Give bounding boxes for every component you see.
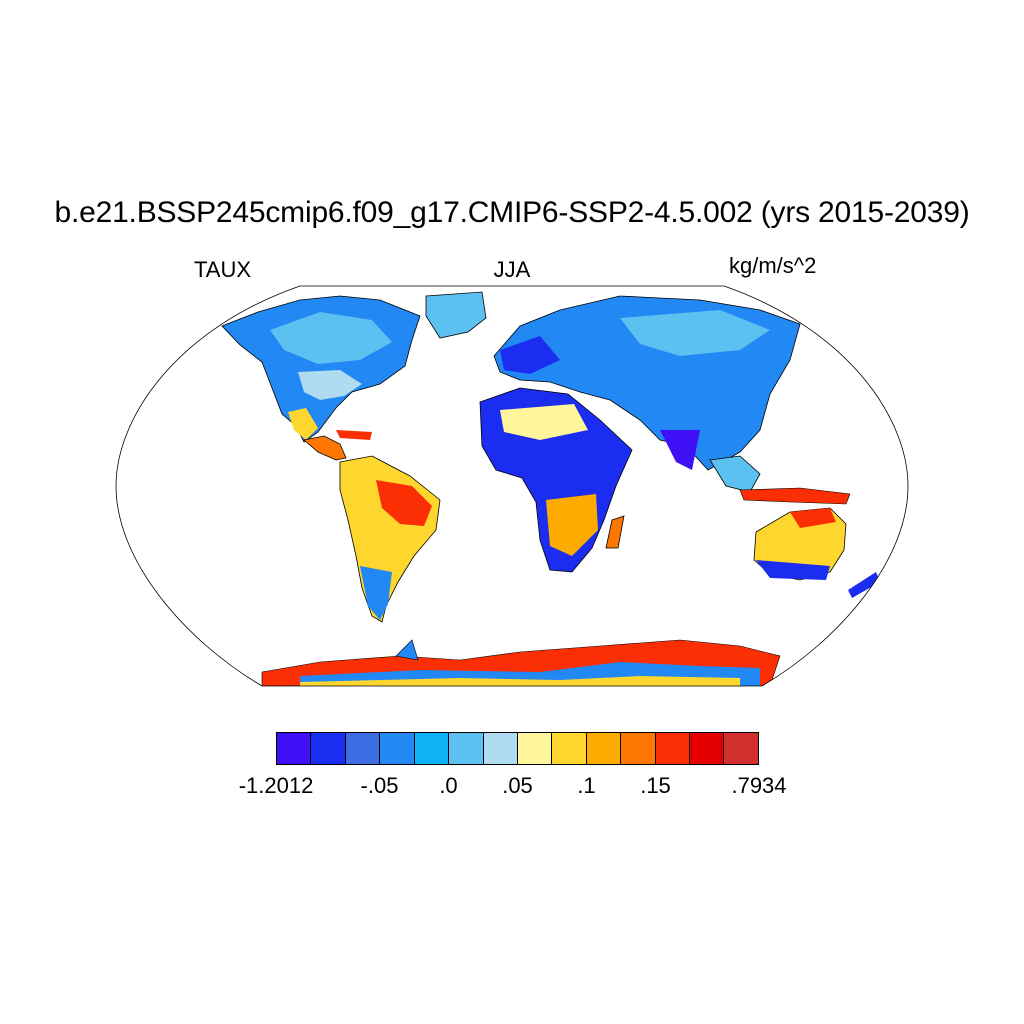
colorbar-swatch <box>552 733 587 764</box>
europe-deep <box>500 336 560 374</box>
madagascar-land <box>605 515 625 549</box>
australia-north-hot <box>790 508 836 528</box>
season-label: JJA <box>493 257 531 282</box>
usa-pale <box>298 370 362 400</box>
units-label: kg/m/s^2 <box>729 253 817 278</box>
colorbar-tick-label: .15 <box>640 773 671 798</box>
colorbar-tick-label: -1.2012 <box>238 773 314 798</box>
globe-outline <box>115 285 909 687</box>
plot-title: b.e21.BSSP245cmip6.f09_g17.CMIP6-SSP2-4.… <box>54 196 970 229</box>
colorbar-swatch <box>690 733 725 764</box>
variable-label: TAUX <box>194 257 252 282</box>
mexico-warm <box>288 408 318 440</box>
colorbar-swatch <box>586 733 622 764</box>
colorbar-swatch <box>517 733 553 764</box>
se-asia-land <box>709 455 761 493</box>
australia-south-blue <box>756 560 830 580</box>
colorbar-tick-label: .05 <box>502 773 533 798</box>
india-deep <box>660 430 700 470</box>
canada-light <box>270 312 392 364</box>
indonesia-land <box>739 487 851 505</box>
colorbar-swatch <box>449 733 484 764</box>
siberia-light <box>620 310 770 356</box>
colorbar-tick-label: -.05 <box>360 773 399 798</box>
colorbar-swatch <box>414 733 450 764</box>
colorbar-swatch <box>311 733 346 764</box>
colorbar-swatch <box>621 733 656 764</box>
colorbar-tick-label: .1 <box>577 773 596 798</box>
southern-africa-hot <box>546 494 598 556</box>
central-america-land <box>303 435 347 461</box>
colorbar-tick-label: .0 <box>439 773 458 798</box>
colorbar-swatch <box>380 733 415 764</box>
antarctica-warm-band <box>300 676 740 686</box>
new-zealand-land <box>848 572 880 598</box>
colorbar-swatch <box>724 733 758 764</box>
south-america-land <box>339 455 441 623</box>
amazon-hot <box>376 480 432 526</box>
colorbar-swatch <box>483 733 518 764</box>
colorbar <box>276 732 759 765</box>
colorbar-swatch <box>655 733 691 764</box>
colorbar-tick-label: .7934 <box>731 773 787 798</box>
antarctic-peninsula <box>395 639 419 661</box>
south-cone-blue <box>360 566 392 620</box>
greenland-land <box>425 291 487 339</box>
sahara-warm <box>500 404 588 440</box>
caribbean-land <box>336 430 372 440</box>
colorbar-swatch <box>345 733 381 764</box>
land-fields <box>221 291 880 686</box>
colorbar-swatch <box>277 733 312 764</box>
